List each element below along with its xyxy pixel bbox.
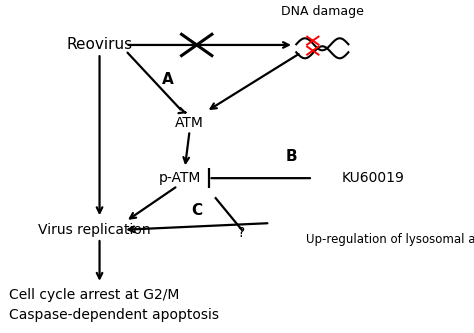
- Text: Virus replication: Virus replication: [38, 223, 151, 237]
- Text: Cell cycle arrest at G2/M: Cell cycle arrest at G2/M: [9, 288, 180, 302]
- Text: Caspase-dependent apoptosis: Caspase-dependent apoptosis: [9, 308, 219, 322]
- Text: A: A: [163, 72, 174, 88]
- Text: Reovirus: Reovirus: [66, 37, 133, 53]
- Text: DNA damage: DNA damage: [281, 5, 364, 18]
- Text: ATM: ATM: [175, 116, 204, 130]
- Text: ?: ?: [238, 226, 246, 240]
- Text: KU60019: KU60019: [341, 171, 404, 185]
- Text: B: B: [286, 149, 297, 164]
- Text: p-ATM: p-ATM: [159, 171, 201, 185]
- Text: C: C: [191, 203, 202, 218]
- Text: Up-regulation of lysosomal activity: Up-regulation of lysosomal activity: [306, 233, 474, 246]
